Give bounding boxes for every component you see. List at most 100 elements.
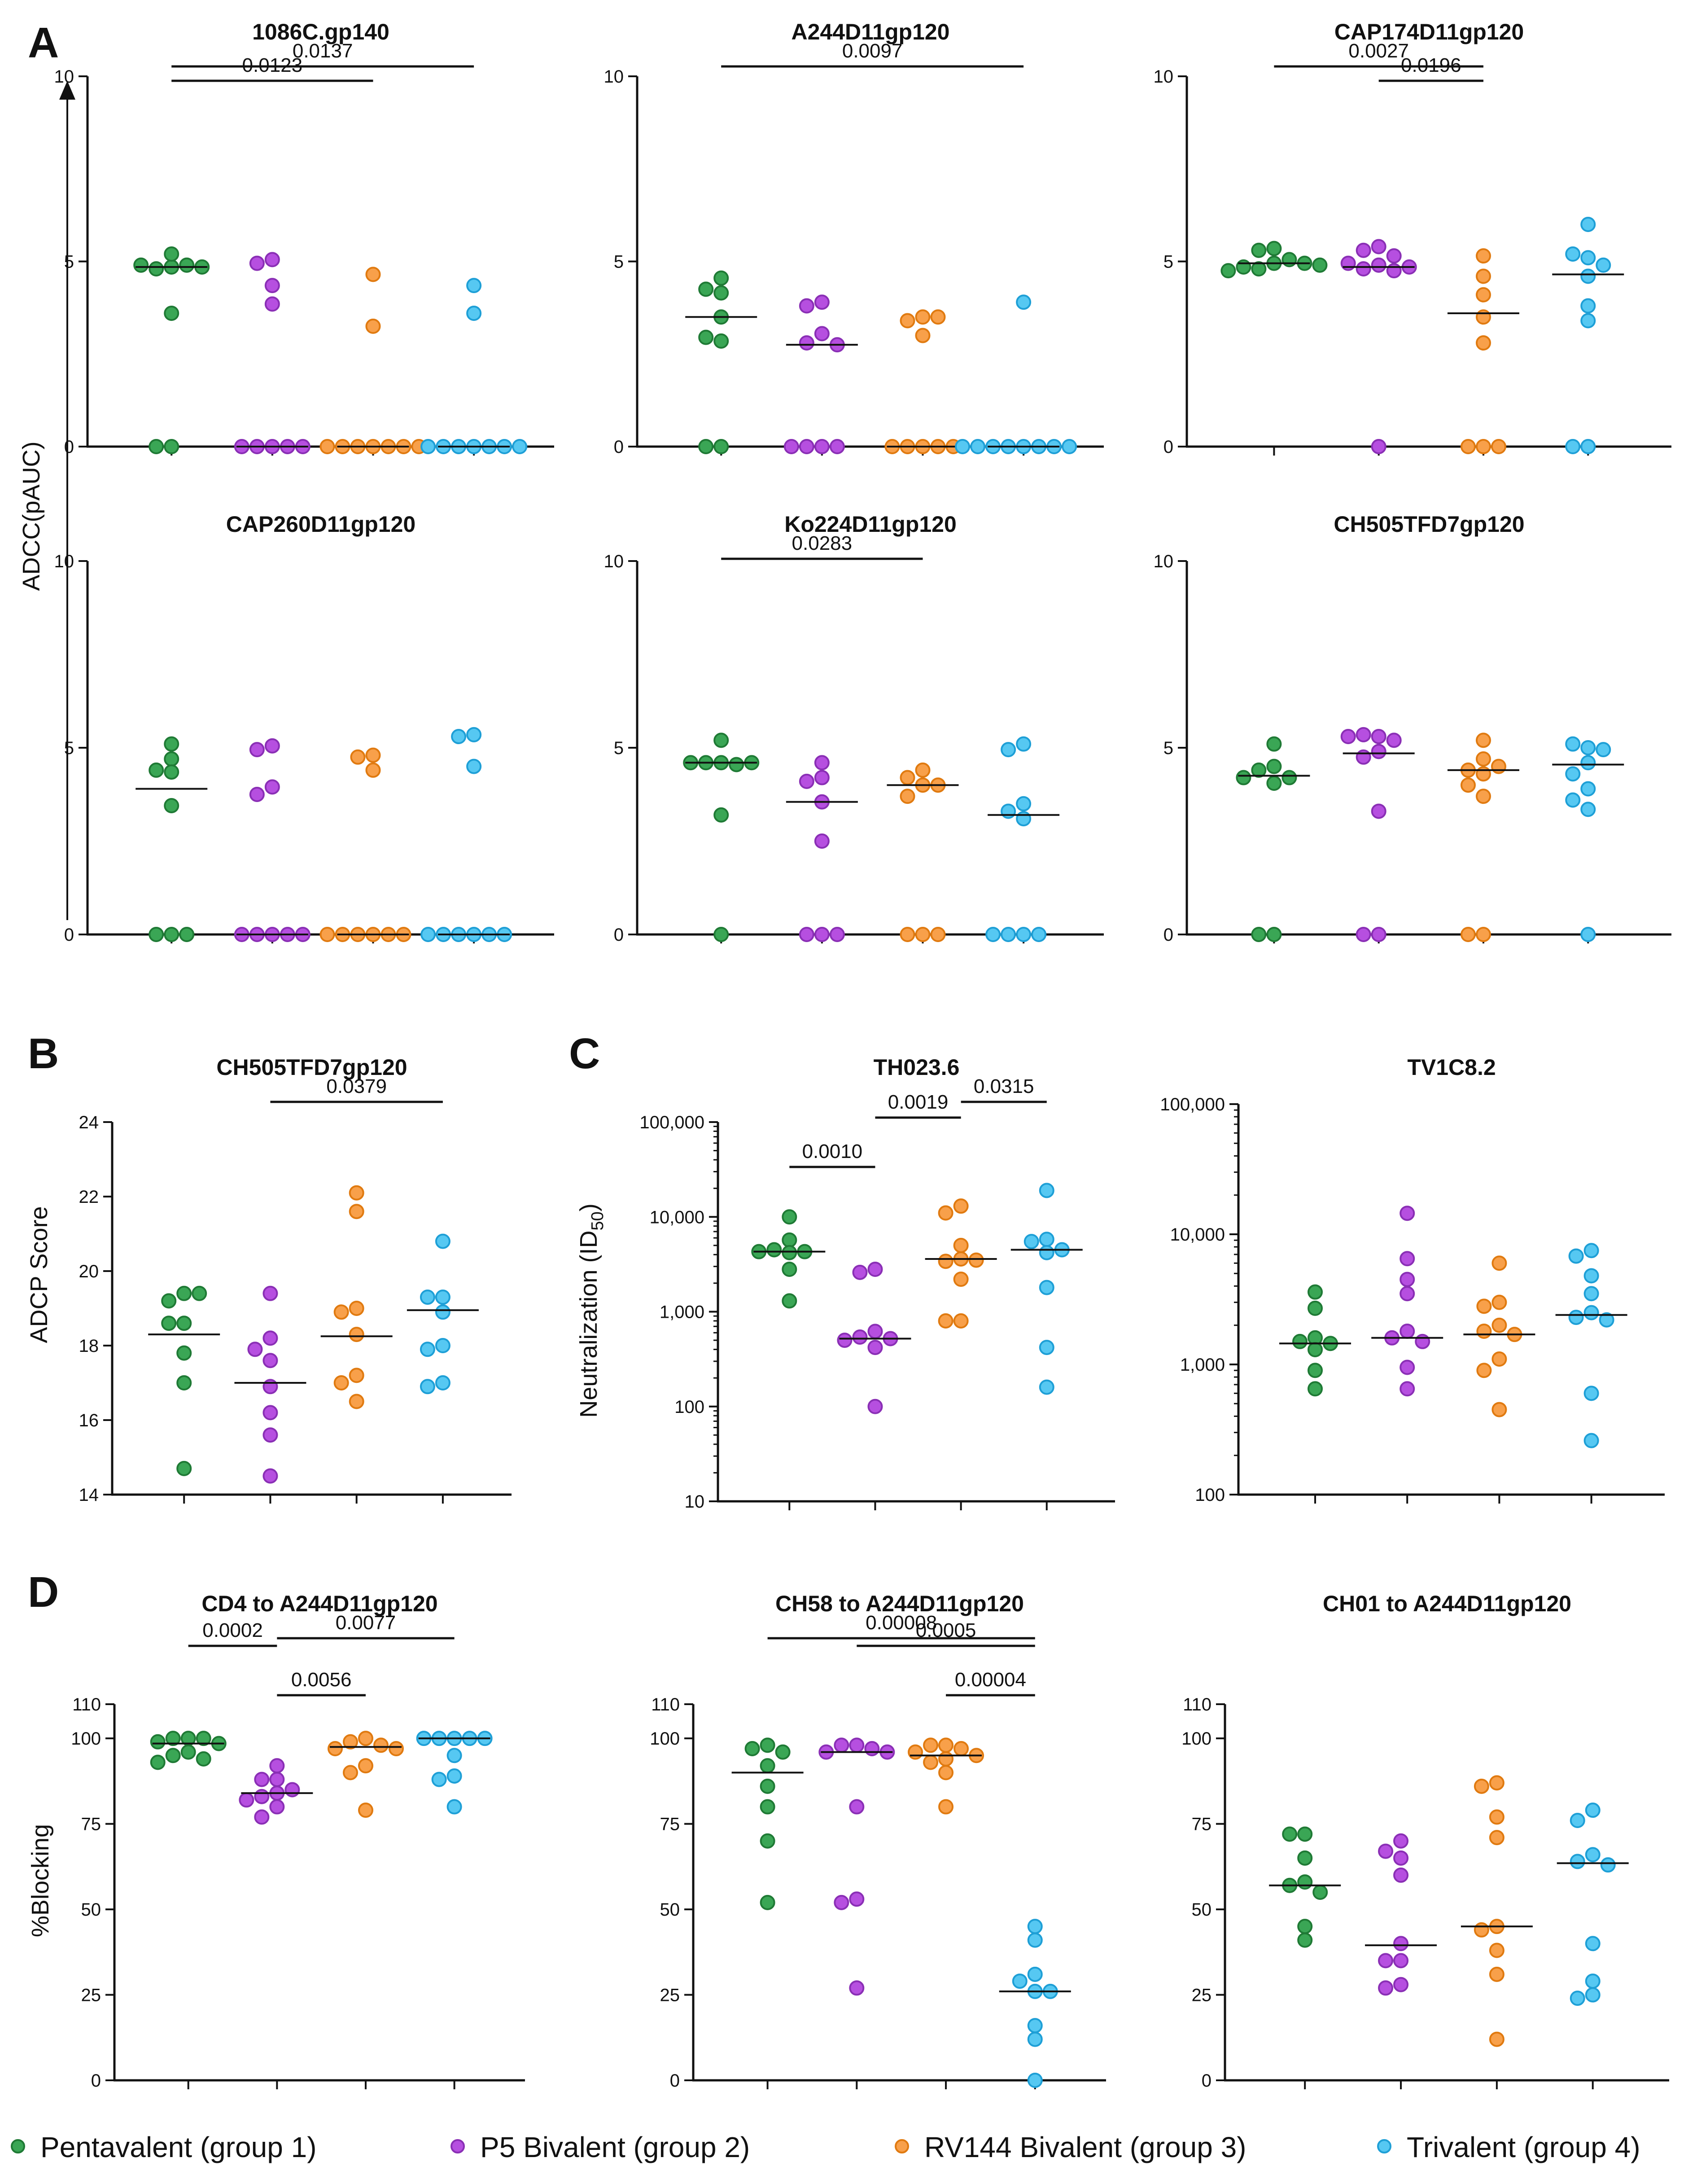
data-point <box>319 927 335 942</box>
data-point <box>1491 1255 1507 1271</box>
data-point <box>350 749 366 765</box>
data-point <box>349 1204 364 1219</box>
data-point <box>1386 248 1402 264</box>
chart-title: CH505TFD7gp120 <box>216 1055 407 1080</box>
data-point <box>176 1460 192 1476</box>
data-point <box>133 257 149 273</box>
data-point <box>1460 777 1476 793</box>
data-point <box>1031 927 1047 942</box>
blocking-y-title: %Blocking <box>27 1824 54 1937</box>
data-point <box>249 787 265 802</box>
data-point <box>1340 255 1356 271</box>
data-point <box>1565 246 1581 262</box>
data-point <box>1371 239 1386 254</box>
data-point <box>1378 1843 1394 1859</box>
data-point <box>1039 1280 1054 1295</box>
data-point <box>176 1316 192 1331</box>
data-point <box>852 1329 868 1345</box>
data-point <box>782 1232 797 1248</box>
panel-letter-d: D <box>28 1568 59 1616</box>
data-point <box>1266 927 1282 942</box>
data-point <box>1400 1381 1415 1397</box>
data-point <box>1371 744 1386 759</box>
data-point <box>149 762 164 778</box>
data-point <box>1356 261 1371 276</box>
chart-5: Ko224D11gp120 0 5 10 0.0283 <box>604 512 1104 945</box>
data-point <box>1292 1333 1308 1349</box>
data-point <box>829 927 845 942</box>
data-point <box>985 927 1001 942</box>
data-point <box>349 1327 364 1342</box>
data-point <box>834 1895 849 1910</box>
data-point <box>1236 259 1251 275</box>
data-point <box>1393 1833 1409 1849</box>
data-point <box>365 747 381 763</box>
panel-letter-c: C <box>569 1030 600 1078</box>
legend-marker-group-2 <box>450 2139 465 2153</box>
data-point <box>1580 740 1596 755</box>
data-point <box>1583 1433 1599 1448</box>
data-point <box>867 1324 883 1339</box>
data-point <box>953 1237 969 1253</box>
data-point <box>1281 770 1297 785</box>
data-point <box>799 773 814 789</box>
data-point <box>782 1209 797 1225</box>
data-point <box>333 1304 349 1320</box>
data-point <box>760 1778 775 1794</box>
data-point <box>249 742 265 758</box>
data-point <box>1039 1340 1054 1355</box>
y-tick-label: 5 <box>64 252 74 272</box>
data-point <box>970 439 986 454</box>
data-point <box>713 732 729 748</box>
data-point <box>1039 1245 1054 1260</box>
data-point <box>1400 1272 1415 1287</box>
data-point <box>1580 781 1596 797</box>
data-point <box>247 1342 263 1357</box>
y-tick-label: 10 <box>54 67 74 87</box>
y-tick-label: 5 <box>1163 252 1173 272</box>
data-point <box>342 1734 358 1750</box>
y-tick-label: 14 <box>79 1485 99 1505</box>
data-point <box>814 770 830 785</box>
data-point <box>1266 776 1282 791</box>
data-point <box>713 927 729 942</box>
data-point <box>1027 1932 1043 1948</box>
data-point <box>420 439 436 454</box>
data-point <box>729 757 744 772</box>
data-point <box>1600 1857 1616 1873</box>
data-point <box>1460 439 1476 454</box>
data-point <box>713 807 729 823</box>
data-point <box>1491 1402 1507 1417</box>
data-point <box>834 1737 849 1753</box>
panel-letter-a: A <box>28 19 59 67</box>
data-point <box>1489 1966 1505 1982</box>
y-tick-label: 110 <box>1183 1695 1212 1715</box>
legend-marker-group-4 <box>1377 2139 1391 2153</box>
data-point <box>435 1338 450 1353</box>
data-point <box>262 1405 278 1421</box>
data-point <box>849 1891 865 1907</box>
data-point <box>1356 727 1371 742</box>
data-point <box>149 439 164 454</box>
data-point <box>512 439 528 454</box>
data-point <box>915 762 931 778</box>
data-point <box>930 927 946 942</box>
data-point <box>1400 1323 1415 1339</box>
p-value-label: 0.0283 <box>792 532 853 554</box>
data-point <box>953 1272 969 1287</box>
data-point <box>849 1980 865 1996</box>
data-point <box>1583 1243 1599 1259</box>
data-point <box>1489 1830 1505 1846</box>
chart-title: CH01 to A244D11gp120 <box>1323 1591 1571 1616</box>
data-point <box>814 439 830 454</box>
data-point <box>1596 742 1611 758</box>
data-point <box>1585 1847 1601 1863</box>
data-point <box>262 1379 278 1395</box>
y-tick-label: 20 <box>79 1262 99 1281</box>
data-point <box>365 762 381 778</box>
data-point <box>269 1772 285 1787</box>
y-tick-label: 0 <box>670 2071 680 2091</box>
data-point <box>349 1394 364 1409</box>
data-point <box>1386 263 1402 279</box>
data-point <box>938 1205 953 1221</box>
